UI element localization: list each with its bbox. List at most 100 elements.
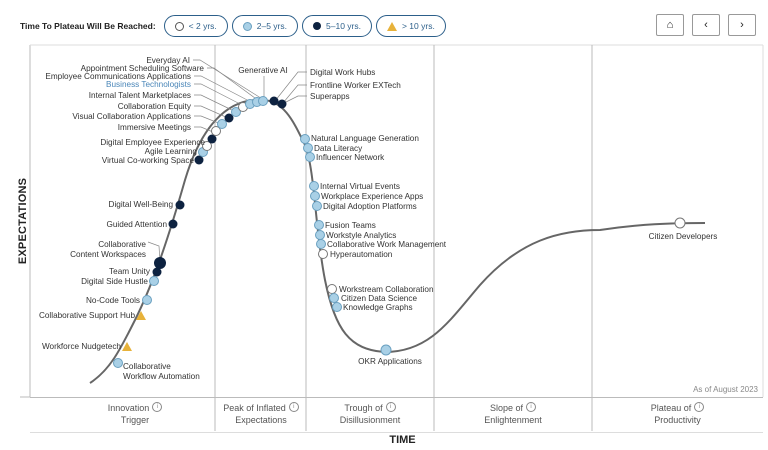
phase-axis: Innovation i Trigger Peak of Inflated i Expe… (30, 397, 763, 433)
legend-filter-2to5[interactable]: 2–5 yrs. (231, 15, 299, 37)
phase-slope[interactable]: Slope of i Enlightenment (434, 402, 592, 426)
dot-digital-well-being[interactable] (175, 200, 185, 210)
label-collaborative-workflow-automation-1: Collaborative (123, 362, 171, 371)
phase-label: Enlightenment (484, 415, 542, 425)
phase-label: Expectations (235, 415, 287, 425)
phase-label: Trough of (344, 403, 383, 413)
chevron-right-icon: › (740, 19, 744, 31)
legend-filter-lt2[interactable]: < 2 yrs. (163, 15, 228, 37)
dot-knowledge-graphs[interactable] (332, 302, 342, 312)
dot-collaboration-equity[interactable] (224, 113, 234, 123)
label-no-code-tools: No-Code Tools (86, 296, 140, 305)
legend-title: Time To Plateau Will Be Reached: (20, 21, 156, 31)
label-workplace-experience-apps: Workplace Experience Apps (321, 192, 423, 201)
info-icon[interactable]: i (288, 402, 299, 412)
dot-fusion-teams[interactable] (314, 220, 324, 230)
label-business-technologists: Business Technologists (106, 80, 191, 89)
x-axis-label: TIME (389, 434, 416, 446)
dot-digital-employee-experience-ring[interactable] (202, 141, 212, 151)
dot-workstream-collaboration[interactable] (327, 284, 337, 294)
legend: Time To Plateau Will Be Reached: < 2 yrs… (20, 15, 446, 37)
label-collaborative-workflow-automation-2: Workflow Automation (123, 372, 200, 381)
info-icon[interactable]: i (152, 402, 163, 412)
phase-label: Plateau of (650, 403, 692, 413)
triangle-collaborative-support-hub[interactable] (136, 311, 146, 320)
label-frontline-worker-extech: Frontline Worker EXTech (310, 81, 401, 90)
light-blue-circle-icon (242, 21, 252, 31)
dot-team-unity[interactable] (152, 267, 162, 277)
home-icon: ⌂ (666, 19, 674, 31)
legend-label: > 10 yrs. (401, 21, 435, 31)
dot-guided-attention[interactable] (168, 219, 178, 229)
legend-label: < 2 yrs. (188, 21, 217, 31)
phase-label: Productivity (654, 415, 701, 425)
dot-digital-employee-experience[interactable] (207, 134, 217, 144)
dot-collaborative-workflow-automation[interactable] (113, 358, 123, 368)
label-workstyle-analytics: Workstyle Analytics (326, 231, 396, 240)
prev-button[interactable]: ‹ (692, 14, 720, 36)
phase-trough[interactable]: Trough of i Disillusionment (306, 402, 434, 426)
next-button[interactable]: › (728, 14, 756, 36)
dot-no-code-tools[interactable] (142, 295, 152, 305)
label-citizen-data-science: Citizen Data Science (341, 294, 417, 303)
legend-label: 5–10 yrs. (326, 21, 361, 31)
dot-internal-virtual-events[interactable] (309, 181, 319, 191)
dot-data-literacy[interactable] (303, 143, 313, 153)
legend-filter-gt10[interactable]: > 10 yrs. (375, 15, 446, 37)
home-button[interactable]: ⌂ (656, 14, 684, 36)
label-internal-virtual-events: Internal Virtual Events (320, 182, 400, 191)
label-collaborative-work-management: Collaborative Work Management (327, 240, 447, 249)
point-labels: Everyday AI Appointment Scheduling Softw… (39, 56, 717, 381)
dot-citizen-data-science[interactable] (329, 293, 339, 303)
dot-natural-language-generation[interactable] (300, 134, 310, 144)
dot-generative-ai[interactable] (258, 96, 268, 106)
dot-immersive-meetings[interactable] (211, 126, 221, 136)
label-superapps: Superapps (310, 92, 350, 101)
phase-label: Disillusionment (339, 415, 401, 425)
nav-buttons: ⌂ ‹ › (656, 14, 756, 36)
phase-peak[interactable]: Peak of Inflated i Expectations (215, 402, 307, 426)
label-internal-talent-marketplaces: Internal Talent Marketplaces (89, 91, 191, 100)
dot-visual-collaboration-applications[interactable] (217, 119, 227, 129)
dot-workstyle-analytics[interactable] (315, 230, 325, 240)
label-collaborative-content-workspaces-1: Collaborative (98, 240, 146, 249)
dot-workplace-experience-apps[interactable] (310, 191, 320, 201)
info-icon[interactable]: i (694, 402, 705, 412)
dot-superapps[interactable] (277, 99, 287, 109)
dot-hyperautomation[interactable] (318, 249, 328, 259)
dot-influencer-network[interactable] (305, 152, 315, 162)
label-digital-work-hubs: Digital Work Hubs (310, 68, 375, 77)
dot-citizen-developers[interactable] (674, 217, 686, 229)
dot-virtual-co-working-space[interactable] (194, 155, 204, 165)
dot-digital-adoption-platforms[interactable] (312, 201, 322, 211)
label-influencer-network: Influencer Network (316, 153, 385, 162)
label-agile-learning: Agile Learning (145, 147, 198, 156)
as-of-date: As of August 2023 (693, 385, 758, 394)
dot-digital-side-hustle[interactable] (149, 276, 159, 286)
dot-digital-work-hubs[interactable] (269, 96, 279, 106)
triangle-workforce-nudgetech[interactable] (122, 342, 132, 351)
label-citizen-developers: Citizen Developers (649, 232, 718, 241)
dot-collaborative-work-management[interactable] (316, 239, 326, 249)
dot-internal-talent-marketplaces[interactable] (231, 107, 241, 117)
label-workforce-nudgetech: Workforce Nudgetech (42, 342, 121, 351)
label-employee-communications-applications: Employee Communications Applications (45, 72, 191, 81)
phase-innovation-trigger[interactable]: Innovation i Trigger (70, 402, 200, 426)
label-team-unity: Team Unity (109, 267, 151, 276)
dot-okr-applications[interactable] (380, 344, 392, 356)
label-okr-applications: OKR Applications (358, 357, 422, 366)
label-fusion-teams: Fusion Teams (325, 221, 376, 230)
phase-label: Trigger (120, 415, 150, 425)
label-workstream-collaboration: Workstream Collaboration (339, 285, 434, 294)
info-icon[interactable]: i (385, 402, 396, 412)
phase-plateau[interactable]: Plateau of i Productivity (592, 402, 763, 426)
phase-label: Slope of (489, 403, 524, 413)
white-circle-icon (174, 21, 184, 31)
label-collaborative-content-workspaces-2: Content Workspaces (70, 250, 146, 259)
dot-collaborative-content-workspaces[interactable] (154, 257, 166, 269)
phase-label: Peak of Inflated (223, 403, 286, 413)
info-icon[interactable]: i (526, 402, 537, 412)
label-appointment-scheduling-software: Appointment Scheduling Software (81, 64, 205, 73)
label-data-literacy: Data Literacy (314, 144, 363, 153)
legend-filter-5to10[interactable]: 5–10 yrs. (302, 15, 372, 37)
